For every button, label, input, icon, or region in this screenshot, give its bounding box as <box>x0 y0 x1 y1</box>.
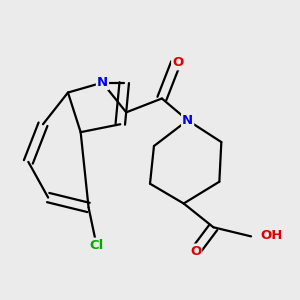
Text: OH: OH <box>261 229 283 242</box>
Text: N: N <box>97 76 108 89</box>
Text: O: O <box>190 244 201 258</box>
Text: N: N <box>182 114 193 127</box>
Text: Cl: Cl <box>89 238 103 252</box>
Text: O: O <box>172 56 183 69</box>
